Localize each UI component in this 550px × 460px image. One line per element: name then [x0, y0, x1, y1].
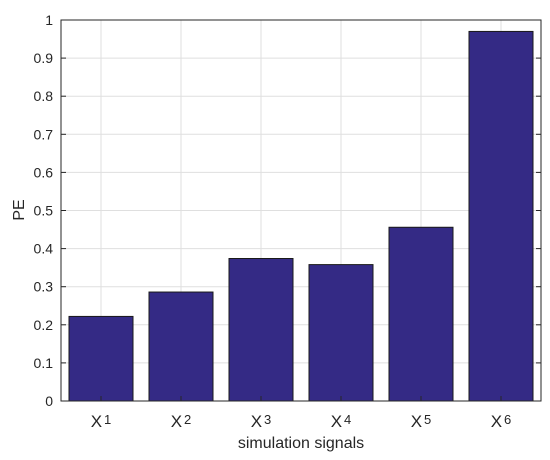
x-tick-label-index: 1 [104, 412, 111, 427]
x-tick-label-index: 3 [264, 412, 271, 427]
y-tick-label: 0.6 [34, 164, 54, 180]
x-tick-label-letter: X [411, 412, 422, 431]
y-tick-label: 0.3 [34, 279, 54, 295]
bar-4 [308, 264, 374, 402]
x-tick-label-index: 4 [344, 412, 351, 427]
y-tick-label: 0.9 [34, 50, 54, 66]
x-tick-label-letter: X [251, 412, 262, 431]
x-tick-label-letter: X [91, 412, 102, 431]
bars-group [68, 30, 534, 402]
y-tick-label: 0.8 [34, 88, 54, 104]
y-tick-label: 0.1 [34, 355, 54, 371]
x-tick-label-letter: X [171, 412, 182, 431]
y-tick-label: 0.7 [34, 126, 54, 142]
y-tick-label: 1 [45, 12, 53, 28]
y-axis-label: PE [11, 199, 28, 220]
x-tick-label-index: 5 [424, 412, 431, 427]
y-tick-label: 0.4 [34, 241, 54, 257]
x-axis-label: simulation signals [238, 435, 364, 452]
x-tick-label-index: 6 [504, 412, 511, 427]
y-tick-label: 0.2 [34, 317, 54, 333]
bar-6 [468, 30, 534, 402]
x-tick-label-letter: X [331, 412, 342, 431]
bar-1 [68, 315, 134, 402]
bar-2 [148, 291, 214, 402]
y-tick-label: 0.5 [34, 203, 54, 219]
x-tick-label-index: 2 [184, 412, 191, 427]
y-tick-label: 0 [45, 393, 53, 409]
bar-3 [228, 258, 294, 402]
x-tick-label-letter: X [491, 412, 502, 431]
bar-5 [388, 226, 454, 402]
y-axis-ticks: 0 0.1 0.2 0.3 0.4 0.5 0.6 0.7 0.8 0.9 1 [34, 12, 541, 409]
